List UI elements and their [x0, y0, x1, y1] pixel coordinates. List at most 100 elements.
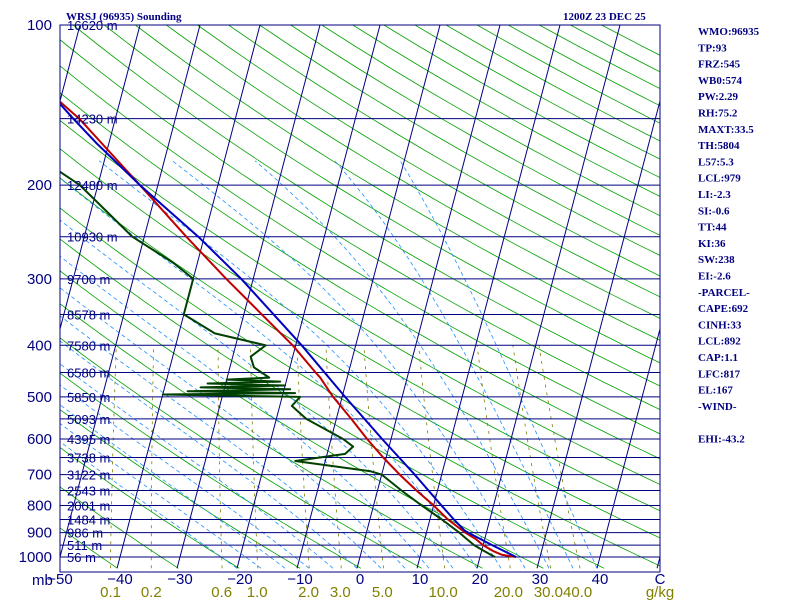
index-line: PW:2.29: [698, 91, 739, 103]
index-line: TT:44: [698, 222, 727, 234]
height-label: 3122 m: [67, 468, 110, 483]
background-grid: [60, 25, 660, 569]
temperature-tick-label: −50: [47, 571, 72, 588]
moist-adiabat: [334, 160, 574, 569]
isotherm: [416, 25, 561, 569]
moist-adiabat: [60, 363, 334, 569]
index-line: SI:-0.6: [698, 205, 730, 217]
dry-adiabat: [60, 65, 660, 435]
index-line: LCL:979: [698, 173, 741, 185]
isotherm: [60, 25, 141, 331]
moist-adiabat: [60, 340, 358, 569]
isotherm: [536, 99, 660, 569]
sounding-profiles: [60, 100, 517, 558]
pressure-tick-label: 800: [27, 497, 52, 514]
height-label: 2543 m: [67, 484, 110, 499]
mixing-ratio-unit-label: g/kg: [646, 584, 674, 600]
index-line: CINH:33: [698, 319, 742, 331]
mixing-ratio-tick-label: 3.0: [330, 584, 351, 600]
temperature-tick-label: 30: [532, 571, 549, 588]
dry-adiabat: [60, 177, 660, 539]
height-label: 2001 m: [67, 498, 110, 513]
temperature-tick-label: 10: [412, 571, 429, 588]
index-line: RH:75.2: [698, 108, 738, 120]
index-line: EI:-2.6: [698, 271, 731, 283]
dry-adiabat: [60, 238, 605, 569]
index-line: L57:5.3: [698, 156, 734, 168]
sounding-time: 1200Z 23 DEC 25: [563, 11, 646, 23]
isotherm: [236, 25, 381, 569]
dry-adiabat: [135, 25, 660, 341]
height-label: 14230 m: [67, 112, 118, 127]
moist-adiabat: [98, 160, 502, 569]
mixing-ratio-tick-label: 10.0: [429, 584, 458, 600]
pressure-tick-label: 500: [27, 389, 52, 406]
index-line: LI:-2.3: [698, 189, 731, 201]
height-label: 10930 m: [67, 230, 118, 245]
moist-adiabat: [60, 177, 478, 569]
mixing-ratio-line: [325, 345, 342, 569]
mixing-ratio-line: [538, 345, 581, 569]
height-label: 1484 m: [67, 512, 110, 527]
index-line: WMO:96935: [698, 26, 760, 38]
dry-adiabat: [228, 25, 660, 277]
dry-adiabat: [60, 372, 362, 569]
index-line: TH:5804: [698, 140, 740, 152]
height-label: 9700 m: [67, 272, 110, 287]
index-line: KI:36: [698, 238, 726, 250]
pressure-tick-label: 900: [27, 525, 52, 542]
mixing-ratio-line: [110, 345, 117, 569]
moist-adiabat: [60, 404, 286, 569]
station-title: WRSJ (96935) Sounding: [66, 11, 182, 23]
pressure-tick-label: 600: [27, 431, 52, 448]
height-label: 986 m: [67, 526, 103, 541]
mixing-ratio-line: [418, 345, 446, 569]
index-line: EHI:-43.2: [698, 434, 745, 446]
pressure-tick-label: 200: [27, 177, 52, 194]
mixing-ratio-tick-label: 20.0: [494, 584, 523, 600]
mixing-ratio-tick-label: 40.0: [563, 584, 592, 600]
isotherm: [60, 25, 201, 559]
dry-adiabat: [197, 25, 660, 298]
temperature-tick-label: −20: [227, 571, 252, 588]
index-line: EL:167: [698, 385, 733, 397]
mixing-ratio-line: [296, 345, 310, 569]
moist-adiabat: [60, 441, 238, 569]
dewpoint-profile: [60, 170, 496, 558]
height-label: 5093 m: [67, 412, 110, 427]
height-label: 7580 m: [67, 338, 110, 353]
dry-adiabat: [166, 25, 660, 319]
temperature-tick-label: 0: [356, 571, 364, 588]
mixing-ratio-tick-label: 1.0: [247, 584, 268, 600]
index-line: TP:93: [698, 42, 727, 54]
mixing-ratio-line: [250, 345, 259, 569]
dry-adiabat: [60, 270, 544, 569]
height-label: 12480 m: [67, 178, 118, 193]
mixing-ratio-line: [150, 345, 155, 569]
mixing-ratio-tick-label: 5.0: [372, 584, 393, 600]
dry-adiabat: [60, 303, 483, 569]
plot-frame: [59, 24, 661, 573]
dry-adiabat: [60, 486, 179, 569]
isotherm: [596, 327, 660, 569]
dry-adiabat: [60, 148, 660, 512]
mixing-ratio-line: [363, 345, 384, 569]
dry-adiabat: [60, 39, 660, 411]
index-line: CAP:1.1: [698, 352, 738, 364]
index-line: FRZ:545: [698, 59, 741, 71]
height-label: 3738 m: [67, 450, 110, 465]
height-label: 56 m: [67, 550, 96, 565]
dry-adiabat: [60, 92, 660, 460]
index-line: -WIND-: [698, 401, 737, 413]
dry-adiabat: [72, 25, 660, 387]
height-label: 4395 m: [67, 432, 110, 447]
index-line: WB0:574: [698, 75, 743, 87]
index-line: MAXT:33.5: [698, 124, 754, 136]
temperature-unit-label: C: [655, 571, 666, 588]
dry-adiabat: [103, 25, 660, 364]
moist-adiabat: [254, 160, 550, 569]
dry-adiabat: [60, 527, 118, 569]
